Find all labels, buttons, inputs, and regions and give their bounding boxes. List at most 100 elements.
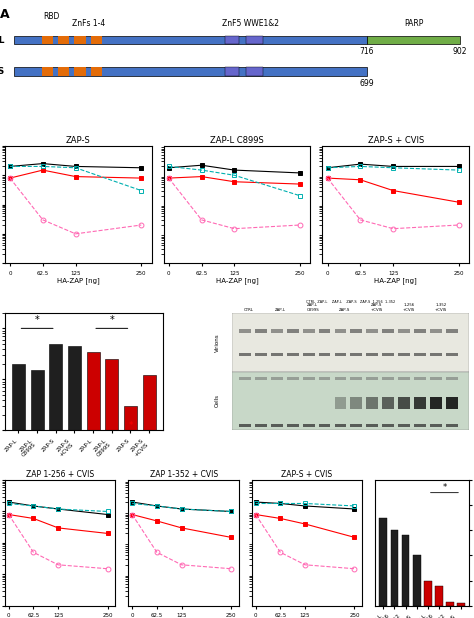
Bar [335,424,346,426]
Text: Cells: Cells [215,394,220,407]
X-axis label: HA-ZAP [ng]: HA-ZAP [ng] [374,277,417,284]
Bar [303,353,315,357]
Bar [366,397,378,409]
Bar [319,329,330,333]
Text: ZAP-L: ZAP-L [275,308,286,312]
Text: 699: 699 [360,78,374,88]
Bar [49,344,63,618]
Text: A: A [0,8,10,21]
Bar [87,352,100,618]
Text: ZAP-L: ZAP-L [0,36,5,44]
Text: PARP: PARP [404,19,423,28]
Text: *: * [35,315,39,325]
Title: ZAP-L C899S: ZAP-L C899S [210,136,264,145]
Text: ZAP-S
+CVIS: ZAP-S +CVIS [371,303,383,312]
Title: ZAP 1-352 + CVIS: ZAP 1-352 + CVIS [149,470,218,480]
Bar [124,406,137,618]
Bar [68,346,81,618]
Bar [382,329,394,333]
Bar [335,397,346,409]
Title: ZAP-S: ZAP-S [66,136,91,145]
Bar [239,329,251,333]
Bar [350,353,362,357]
Title: ZAP-S + CVIS: ZAP-S + CVIS [368,136,424,145]
Bar [74,36,86,44]
Bar [435,585,443,606]
Text: ZAP-S: ZAP-S [339,308,350,312]
Text: Virions: Virions [215,333,220,352]
Bar [366,377,378,380]
Bar [271,377,283,380]
Bar [271,424,283,426]
Bar [303,377,315,380]
Bar [255,377,267,380]
Bar [287,424,299,426]
Bar [457,603,465,606]
Text: ZnFs 1-4: ZnFs 1-4 [72,19,105,28]
Bar [382,424,394,426]
Bar [287,353,299,357]
Bar [350,424,362,426]
Bar [414,329,426,333]
Bar [12,364,25,618]
Bar [239,353,251,357]
Bar [58,67,69,76]
Bar [446,377,457,380]
Text: CTRL: CTRL [244,308,254,312]
FancyBboxPatch shape [367,36,460,44]
Bar [350,377,362,380]
Bar [382,377,394,380]
Title: ZAP-S + CVIS: ZAP-S + CVIS [282,470,333,480]
Bar [271,353,283,357]
Bar [91,67,102,76]
Bar [380,518,387,606]
Bar [430,377,442,380]
Bar [401,535,410,606]
Text: 1-352
+CVIS: 1-352 +CVIS [435,303,447,312]
Bar [255,424,267,426]
Text: RBD: RBD [43,12,59,21]
Bar [335,329,346,333]
Bar [255,329,267,333]
Bar [319,377,330,380]
Bar [430,424,442,426]
FancyBboxPatch shape [14,36,367,44]
Bar [398,329,410,333]
Bar [414,353,426,357]
Text: 716: 716 [360,47,374,56]
Bar [382,397,394,409]
Bar [366,424,378,426]
Bar [398,424,410,426]
Text: *: * [109,315,114,325]
Bar [143,375,155,618]
Bar [319,353,330,357]
Bar [246,36,263,44]
Bar [335,377,346,380]
Bar [42,67,53,76]
Bar [350,329,362,333]
Bar [74,67,86,76]
Bar [303,424,315,426]
Bar [424,580,432,606]
Bar [91,36,102,44]
X-axis label: HA-ZAP [ng]: HA-ZAP [ng] [57,277,100,284]
Bar [382,353,394,357]
Bar [303,329,315,333]
Text: ZAP-S: ZAP-S [0,67,5,76]
Text: *: * [442,483,447,493]
Bar [398,353,410,357]
Bar [255,353,267,357]
Bar [430,329,442,333]
Bar [350,397,362,409]
Bar [430,397,442,409]
Text: *: * [128,421,133,430]
Text: CTRL  ZAP-L    ZAP-L    ZAP-S   ZAP-S  1-256  1-352: CTRL ZAP-L ZAP-L ZAP-S ZAP-S 1-256 1-352 [306,300,395,303]
Bar [414,424,426,426]
Bar [335,353,346,357]
Bar [430,353,442,357]
Bar [226,36,239,44]
Bar [31,370,44,618]
Text: ZAP-L
C899S: ZAP-L C899S [306,303,319,312]
X-axis label: HA-ZAP [ng]: HA-ZAP [ng] [216,277,258,284]
Bar [239,377,251,380]
